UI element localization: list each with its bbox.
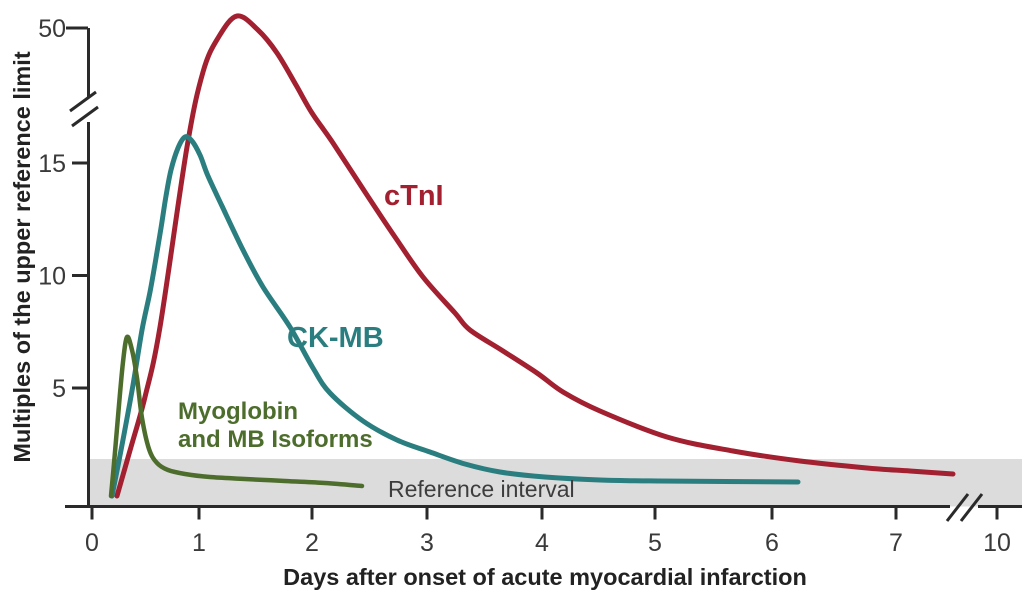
- x-tick-label-4: 4: [535, 529, 549, 557]
- y-axis-break-slash-1: [69, 90, 97, 113]
- x-tick-label-3: 3: [420, 529, 434, 557]
- x-tick-label-7: 7: [889, 529, 903, 557]
- y-axis-title: Multiples of the upper reference limit: [9, 51, 35, 462]
- x-tick-label-0: 0: [85, 529, 99, 557]
- myoglobin-curve: [108, 334, 365, 499]
- x-axis-title: Days after onset of acute myocardial inf…: [283, 564, 807, 590]
- ckmb-series-label: CK-MB: [287, 322, 384, 354]
- reference-interval-label: Reference interval: [388, 476, 575, 502]
- curves: [108, 13, 956, 499]
- ctni-curve: [114, 13, 956, 499]
- ctni-series-label: cTnI: [384, 180, 444, 212]
- x-tick-label-1: 1: [192, 529, 206, 557]
- y-tick-label-15: 15: [38, 150, 66, 178]
- y-tick-label-50: 50: [38, 15, 66, 43]
- axes: [65, 26, 1022, 522]
- ckmb-curve: [109, 134, 801, 499]
- myoglobin-series-label-line1: Myoglobin: [178, 398, 298, 425]
- y-axis-break-slash-2: [71, 105, 99, 128]
- y-tick-label-5: 5: [52, 375, 66, 403]
- x-axis-break-slash-2: [959, 493, 984, 522]
- y-tick-label-10: 10: [38, 263, 66, 291]
- x-tick-label-10: 10: [983, 529, 1011, 557]
- myoglobin-series-label-line2: and MB Isoforms: [178, 426, 373, 453]
- x-tick-label-6: 6: [765, 529, 779, 557]
- x-tick-label-5: 5: [648, 529, 662, 557]
- x-axis-break-slash-1: [945, 493, 970, 522]
- x-tick-label-2: 2: [305, 529, 319, 557]
